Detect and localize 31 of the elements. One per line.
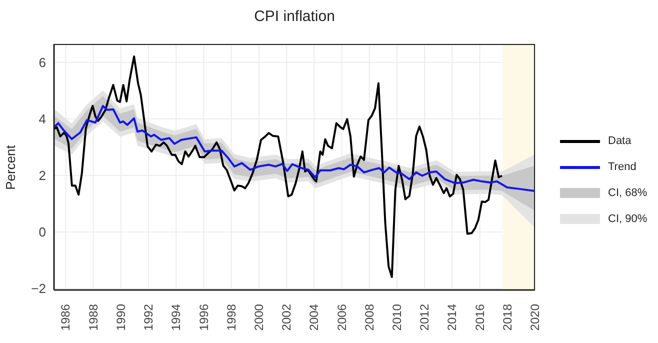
x-tick-label: 2012 xyxy=(418,304,432,331)
x-tick-label: 1990 xyxy=(114,304,128,331)
y-tick-label: −2 xyxy=(31,281,46,296)
x-tick-label: 1998 xyxy=(224,304,238,331)
x-tick-label: 2014 xyxy=(445,304,460,331)
x-tick-label: 1988 xyxy=(86,304,100,331)
x-tick-label: 2000 xyxy=(252,304,266,331)
x-tick-label: 2016 xyxy=(472,304,487,331)
legend-label: Data xyxy=(608,135,632,147)
x-tick-label: 2010 xyxy=(390,304,404,331)
x-tick-label: 1994 xyxy=(169,304,184,331)
x-tick-label: 2004 xyxy=(307,304,322,331)
x-tick-label: 2008 xyxy=(362,304,376,331)
x-tick-label: 2006 xyxy=(334,304,349,331)
legend-label: Trend xyxy=(608,161,636,173)
x-tick-label: 1996 xyxy=(196,304,211,331)
line-series xyxy=(54,104,535,192)
y-tick-label: 4 xyxy=(38,112,46,127)
x-tick-label: 1992 xyxy=(142,304,156,331)
line-series xyxy=(54,55,504,278)
legend-label: CI, 90% xyxy=(608,213,648,225)
x-tick-label: 2020 xyxy=(528,304,542,331)
y-tick-label: 2 xyxy=(38,168,46,184)
x-tick-label: 2018 xyxy=(500,304,514,331)
legend-label: CI, 68% xyxy=(608,187,648,199)
x-tick-label: 1986 xyxy=(58,304,73,331)
chart-title: CPI inflation xyxy=(253,8,336,25)
x-tick-label: 2002 xyxy=(280,304,294,331)
y-tick-label: 0 xyxy=(38,224,46,240)
y-tick-label: 6 xyxy=(38,54,46,70)
y-axis-title: Percent xyxy=(2,144,18,190)
